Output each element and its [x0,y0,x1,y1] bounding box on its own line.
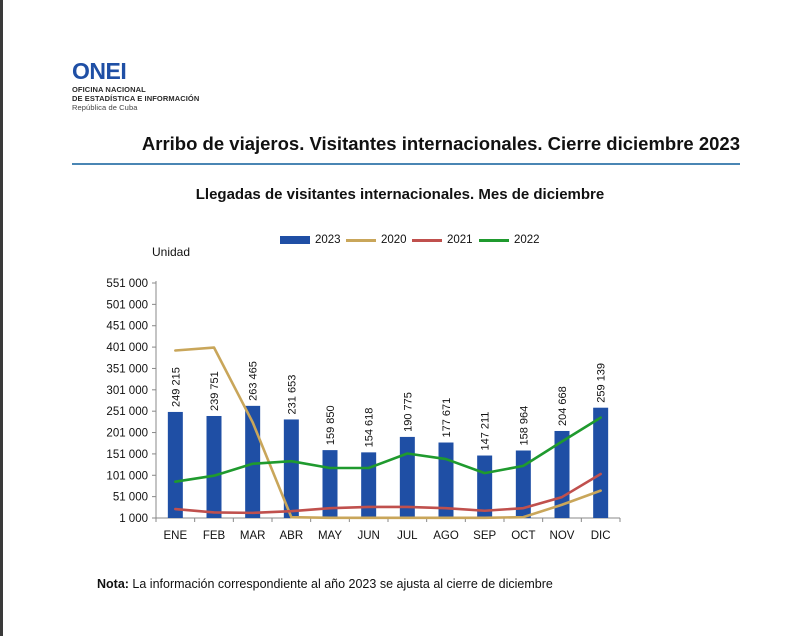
page-edge-rule [0,0,3,636]
bar-2023 [593,407,609,518]
bar-data-label: 158 964 [518,406,530,446]
legend-item-2022: 2022 [479,234,540,246]
bar-data-label: 147 211 [480,412,492,451]
legend-label-2022: 2022 [514,234,540,246]
y-tick-label: 101 000 [106,470,148,482]
chart-title: Llegadas de visitantes internacionales. … [195,186,605,203]
x-tick-label: JUN [357,530,379,542]
x-tick-label: JUL [397,530,418,542]
onei-logo-mark: ONEI [72,60,127,82]
org-name-line-2: DE ESTADÍSTICA E INFORMACIÓN [72,94,200,103]
legend-swatch-2020 [346,238,376,242]
footnote-label: Nota: [97,577,129,591]
y-tick-label: 401 000 [106,342,148,354]
bar-data-label: 190 775 [402,392,414,432]
bar-2023 [438,442,454,518]
bar-data-label: 249 215 [170,367,182,407]
series-line-2020 [174,346,602,520]
bar-data-label: 263 465 [248,361,260,401]
onei-logo-text: ONEI [72,60,126,82]
y-tick-label: 351 000 [106,363,148,375]
legend-label-2020: 2020 [381,234,407,246]
bar-2023 [167,411,183,518]
x-tick-label: OCT [511,530,535,542]
legend-item-2021: 2021 [412,234,473,246]
bar-data-label: 177 671 [441,398,453,438]
title-divider [72,163,740,165]
legend-item-2023: 2023 [280,234,341,246]
y-tick-label: 501 000 [106,299,148,311]
legend-item-2020: 2020 [346,234,407,246]
org-name-line-1: OFICINA NACIONAL [72,85,146,94]
bar-2023 [477,455,493,518]
legend-label-2021: 2021 [447,234,473,246]
y-axis-unit-label: Unidad [152,245,191,259]
bar-data-label: 231 653 [286,375,298,415]
x-tick-label: MAR [240,530,266,542]
onei-logo: ONEI OFICINA NACIONAL DE ESTADÍSTICA E I… [72,60,232,112]
page-title: Arribo de viajeros. Visitantes internaci… [141,133,740,154]
bar-2023 [283,419,299,518]
series-line-2022 [174,416,602,483]
bar-2023 [399,436,415,518]
series-line-2021 [174,472,602,515]
org-country: República de Cuba [72,103,138,112]
x-tick-label: AGO [433,530,459,542]
y-tick-label: 301 000 [106,385,148,397]
x-tick-label: SEP [473,530,496,542]
bar-2023 [206,415,222,518]
y-tick-label: 201 000 [106,428,148,440]
chart-legend: 2023 2020 2021 2022 [0,234,800,250]
y-tick-label: 551 000 [106,278,148,290]
y-tick-label: 251 000 [106,406,148,418]
y-tick-label: 51 000 [113,492,148,504]
y-tick-label: 1 000 [119,513,148,525]
footnote-text: La información correspondiente al año 20… [128,577,553,591]
legend-swatch-2022 [479,238,509,242]
bar-data-label: 259 139 [596,363,608,403]
bar-data-label: 239 751 [209,371,221,411]
x-tick-label: ABR [280,530,304,542]
y-tick-label: 451 000 [106,321,148,333]
x-tick-label: MAY [318,530,342,542]
x-tick-label: NOV [550,530,575,542]
bar-data-label: 159 850 [325,405,337,445]
y-tick-label: 151 000 [106,449,148,461]
x-tick-label: DIC [591,530,611,542]
bar-data-label: 204 668 [557,386,569,426]
footnote: Nota: La información correspondiente al … [97,577,553,591]
x-tick-label: ENE [164,530,188,542]
legend-swatch-2021 [412,238,442,242]
legend-label-2023: 2023 [315,234,341,246]
x-tick-label: FEB [203,530,226,542]
bar-data-label: 154 618 [364,408,376,448]
legend-swatch-2023 [280,236,310,244]
